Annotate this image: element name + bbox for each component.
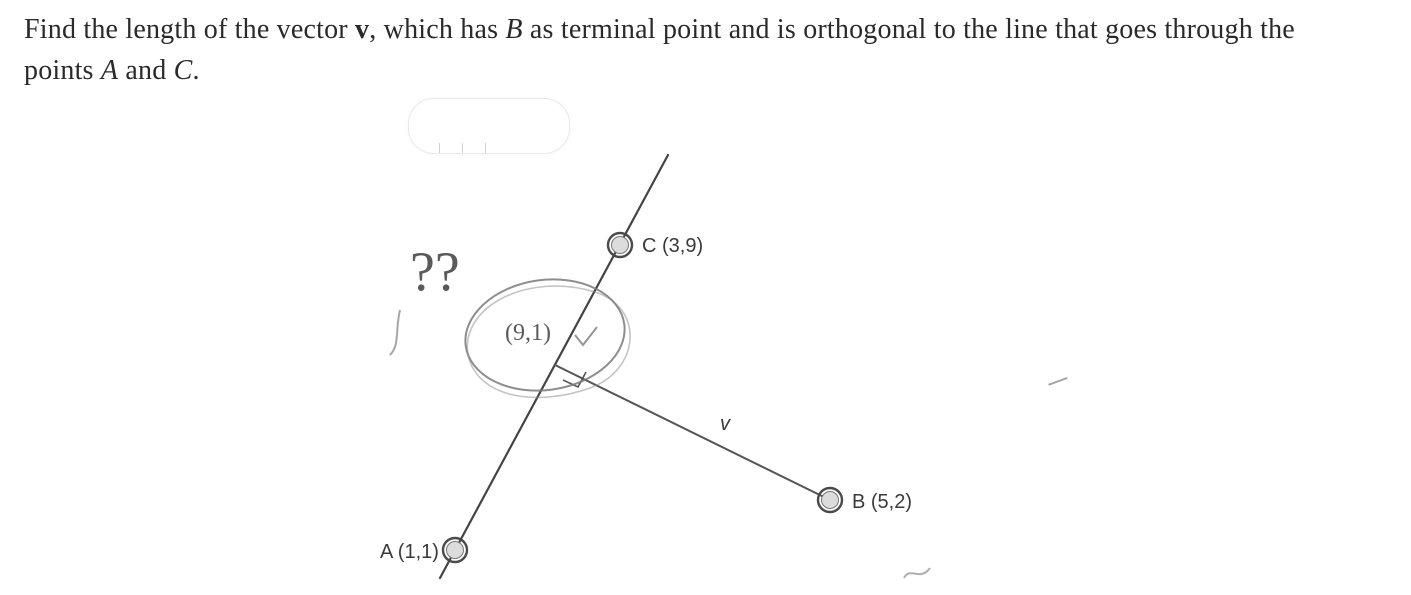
question-text: Find the length of the vector v, which h… bbox=[24, 10, 1371, 91]
point-C bbox=[608, 233, 632, 257]
handwritten-check bbox=[575, 327, 597, 345]
question-and: and bbox=[118, 55, 173, 86]
point-A-label: A (1,1) bbox=[380, 541, 439, 563]
handwritten-question-marks: ?? bbox=[410, 241, 460, 303]
question-vector-v: v bbox=[355, 14, 369, 45]
tick-marks bbox=[439, 135, 539, 147]
geometry-diagram: ?? (9,1) v A (1,1) C (3,9) bbox=[300, 160, 1100, 595]
page: Find the length of the vector v, which h… bbox=[0, 0, 1411, 595]
question-point-A: A bbox=[101, 55, 118, 86]
blank-erased-region bbox=[408, 98, 570, 154]
vector-v-label: v bbox=[720, 413, 731, 435]
question-point-B: B bbox=[505, 14, 522, 45]
point-B-label: B (5,2) bbox=[852, 491, 912, 513]
question-point-C: C bbox=[174, 55, 193, 86]
stray-squiggle bbox=[900, 560, 940, 584]
point-A bbox=[443, 538, 467, 562]
diagram-svg: ?? (9,1) v A (1,1) C (3,9) bbox=[300, 160, 1100, 595]
question-part: , which has bbox=[369, 14, 505, 45]
handwritten-foot-label: (9,1) bbox=[505, 320, 551, 346]
question-part: . bbox=[193, 55, 200, 86]
handwritten-tail bbox=[390, 310, 400, 355]
point-C-label: C (3,9) bbox=[642, 235, 703, 257]
point-B bbox=[818, 488, 842, 512]
question-part: Find the length of the vector bbox=[24, 14, 355, 45]
